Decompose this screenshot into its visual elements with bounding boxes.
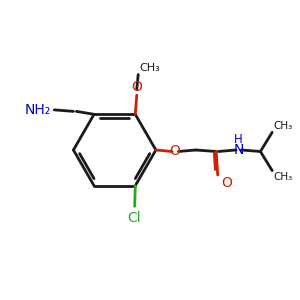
Text: CH₃: CH₃ [274,172,293,182]
Text: NH₂: NH₂ [25,103,51,117]
Text: O: O [169,145,181,158]
Text: O: O [221,176,232,190]
Text: O: O [131,80,142,94]
Text: Cl: Cl [127,211,141,225]
Text: H: H [234,133,243,146]
Text: CH₃: CH₃ [274,121,293,131]
Text: CH₃: CH₃ [140,63,160,73]
Text: N: N [233,143,244,157]
